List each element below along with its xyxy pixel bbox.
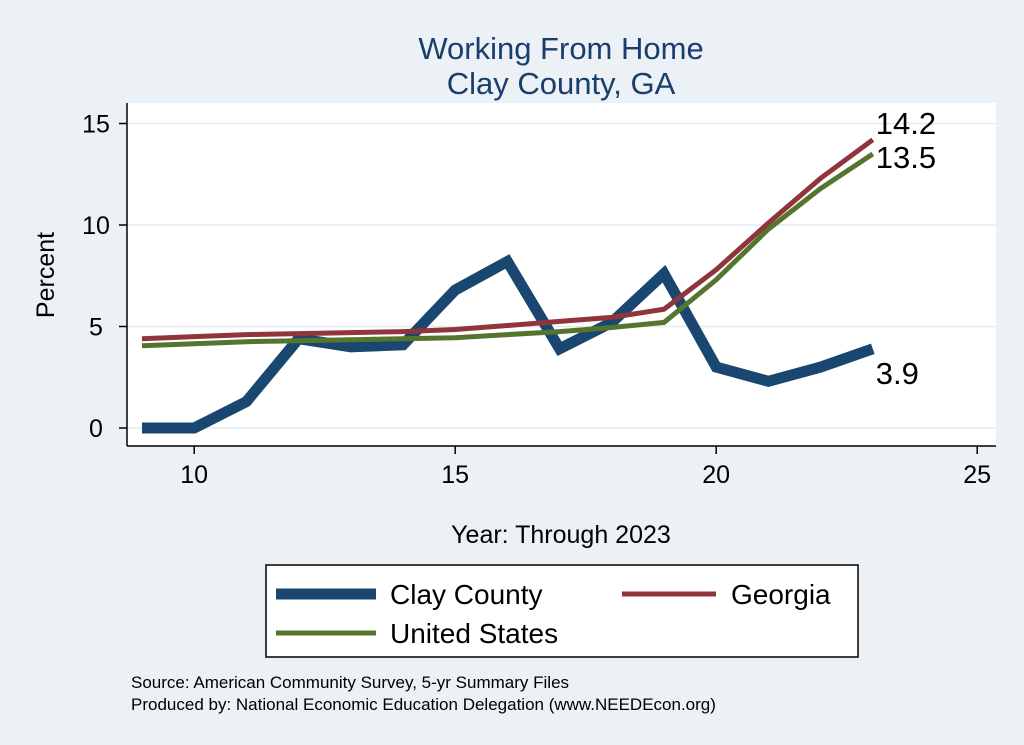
tick-labels: 0 5 10 15 10 15 20 25	[82, 111, 991, 490]
x-tick-label-15: 15	[441, 461, 469, 489]
legend-label-united-states: United States	[390, 618, 558, 649]
x-axis-label: Year: Through 2023	[451, 521, 671, 549]
end-label-clay-county: 3.9	[876, 356, 919, 391]
series-lines: 3.9 14.213.5	[141, 106, 936, 434]
axes	[119, 103, 996, 454]
y-tick-label-15: 15	[82, 111, 110, 139]
gridlines	[127, 122, 996, 429]
source-note: Source: American Community Survey, 5-yr …	[131, 673, 569, 692]
y-tick-label-0: 0	[89, 415, 103, 443]
legend-box	[265, 564, 859, 658]
plot-area	[127, 103, 996, 446]
series-line-georgia	[141, 137, 875, 342]
series-line-clay-county	[142, 254, 875, 434]
x-tick-label-20: 20	[702, 461, 730, 489]
chart-subtitle: Clay County, GA	[447, 66, 676, 101]
y-tick-label-5: 5	[89, 314, 103, 342]
y-tick-label-10: 10	[82, 212, 110, 240]
legend-label-clay-county: Clay County	[390, 579, 543, 610]
x-tick-label-25: 25	[963, 461, 991, 489]
series-line-united-states	[141, 151, 875, 349]
producer-note: Produced by: National Economic Education…	[131, 695, 716, 714]
end-label-georgia: 14.2	[876, 106, 936, 141]
end-label-united-states: 13.5	[876, 140, 936, 175]
x-tick-label-10: 10	[180, 461, 208, 489]
y-axis-label: Percent	[32, 232, 60, 318]
legend-label-georgia: Georgia	[731, 579, 831, 610]
chart-title: Working From Home	[418, 31, 703, 66]
